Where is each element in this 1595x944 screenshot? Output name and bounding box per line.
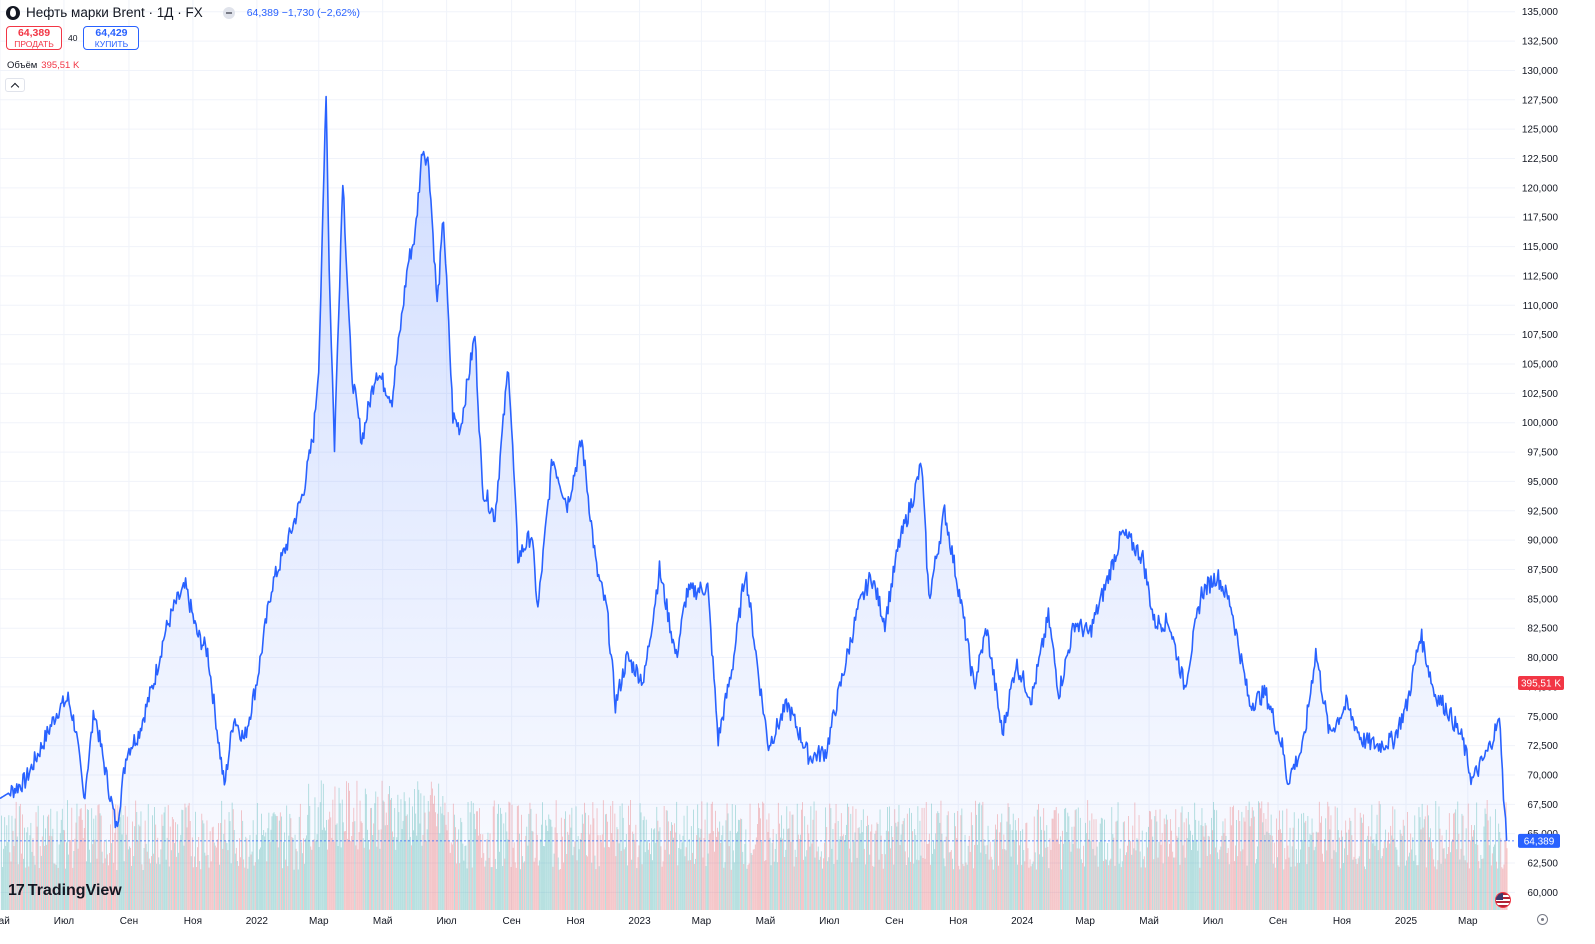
x-tick-label: Ноя xyxy=(566,916,584,927)
y-tick-label: 92,500 xyxy=(1527,506,1558,517)
x-tick-label: Ноя xyxy=(949,916,967,927)
x-tick-label: 2024 xyxy=(1011,916,1034,927)
x-tick-label: Июл xyxy=(436,916,456,927)
last-volume-tag xyxy=(1518,676,1564,690)
sell-button[interactable]: 64,389 ПРОДАТЬ xyxy=(6,26,62,50)
x-tick-label: Сен xyxy=(885,916,903,927)
x-tick-label: 2022 xyxy=(246,916,269,927)
x-tick-label: Сен xyxy=(1269,916,1287,927)
last-price-label: 64,389 xyxy=(1524,836,1555,847)
x-tick-label: Сен xyxy=(502,916,520,927)
last-price-tag xyxy=(1518,833,1560,848)
buy-label: КУПИТЬ xyxy=(94,39,129,49)
y-tick-label: 115,000 xyxy=(1523,242,1559,253)
y-tick-label: 95,000 xyxy=(1527,477,1558,488)
price-axis[interactable]: 135,000 132,500 130,000 127,500 125,000 122,5… xyxy=(1522,7,1559,899)
time-axis[interactable]: Май Июл Сен Ноя 2022 Мар Май Июл Сен Ноя 2023 Мар Ма… xyxy=(0,916,1478,927)
y-tick-label: 90,000 xyxy=(1527,536,1558,547)
gear-icon[interactable] xyxy=(1537,914,1548,925)
last-volume-label: 395,51 K xyxy=(1521,679,1561,690)
sell-price: 64,389 xyxy=(17,27,51,39)
x-tick-label: 2025 xyxy=(1395,916,1418,927)
x-tick-label: Сен xyxy=(120,916,138,927)
chart-header: Нефть марки Brent · 1Д · FX 64,389 −1,73… xyxy=(6,5,360,20)
y-tick-label: 120,000 xyxy=(1522,183,1559,194)
x-tick-label: Июл xyxy=(819,916,839,927)
y-tick-label: 100,000 xyxy=(1522,418,1559,429)
x-tick-label: 2023 xyxy=(628,916,651,927)
volume-label: Объём xyxy=(7,60,38,71)
y-tick-label: 112,500 xyxy=(1523,271,1559,282)
spread-value: 40 xyxy=(68,33,78,43)
x-tick-label: Май xyxy=(373,916,393,927)
y-tick-label: 127,500 xyxy=(1522,95,1559,106)
us-flag-icon[interactable] xyxy=(1495,892,1511,908)
y-tick-label: 130,000 xyxy=(1522,66,1559,77)
sell-label: ПРОДАТЬ xyxy=(14,39,54,49)
volume-legend: Объём 395,51 K xyxy=(7,60,79,71)
x-tick-label: Май xyxy=(756,916,776,927)
x-tick-label: Мар xyxy=(309,916,329,927)
volume-bar xyxy=(1506,848,1508,910)
x-tick-label: Май xyxy=(0,916,10,927)
brand-name: TradingView xyxy=(27,882,122,899)
y-tick-label: 85,000 xyxy=(1527,594,1558,605)
x-tick-label: Июл xyxy=(1203,916,1223,927)
x-tick-label: Мар xyxy=(1075,916,1095,927)
y-tick-label: 107,500 xyxy=(1522,330,1559,341)
tradingview-logo[interactable]: 17 TradingView xyxy=(8,882,122,900)
y-tick-label: 70,000 xyxy=(1527,770,1558,781)
price-quote: 64,389 −1,730 (−2,62%) xyxy=(246,6,360,19)
y-tick-label: 102,500 xyxy=(1522,389,1559,400)
minus-icon[interactable] xyxy=(222,6,235,19)
oil-drop-icon xyxy=(6,5,20,20)
price-line xyxy=(0,95,1508,841)
y-tick-label: 60,000 xyxy=(1527,888,1558,899)
y-tick-label: 105,000 xyxy=(1522,360,1559,371)
y-tick-label: 82,500 xyxy=(1527,624,1558,635)
x-tick-label: Май xyxy=(1139,916,1159,927)
tv-logo-icon: 17 xyxy=(8,882,25,899)
y-tick-label: 135,000 xyxy=(1522,7,1559,18)
symbol-title[interactable]: Нефть марки Brent · 1Д · FX xyxy=(26,5,203,20)
x-tick-label: Мар xyxy=(692,916,712,927)
volume-value: 395,51 K xyxy=(41,60,80,71)
y-tick-label: 67,500 xyxy=(1527,800,1558,811)
y-tick-label: 72,500 xyxy=(1527,741,1558,752)
chevron-up-icon[interactable] xyxy=(5,78,25,92)
trade-panel: 64,389 ПРОДАТЬ 40 64,429 КУПИТЬ xyxy=(6,26,140,50)
y-tick-label: 122,500 xyxy=(1522,154,1559,165)
price-area xyxy=(0,96,1507,910)
y-tick-label: 75,000 xyxy=(1527,712,1558,723)
x-tick-label: Июл xyxy=(54,916,74,927)
y-tick-label: 117,500 xyxy=(1523,213,1559,224)
x-tick-label: Ноя xyxy=(184,916,202,927)
y-tick-label: 125,000 xyxy=(1522,125,1559,136)
buy-price: 64,429 xyxy=(95,27,128,39)
y-tick-label: 80,000 xyxy=(1527,653,1558,664)
x-tick-label: Мар xyxy=(1458,916,1478,927)
y-tick-label: 97,500 xyxy=(1527,448,1558,459)
y-tick-label: 110,000 xyxy=(1523,301,1559,312)
y-tick-label: 87,500 xyxy=(1527,565,1558,576)
y-tick-label: 132,500 xyxy=(1522,37,1559,48)
x-tick-label: Ноя xyxy=(1333,916,1351,927)
y-tick-label: 62,500 xyxy=(1527,859,1558,870)
buy-button[interactable]: 64,429 КУПИТЬ xyxy=(83,26,140,50)
